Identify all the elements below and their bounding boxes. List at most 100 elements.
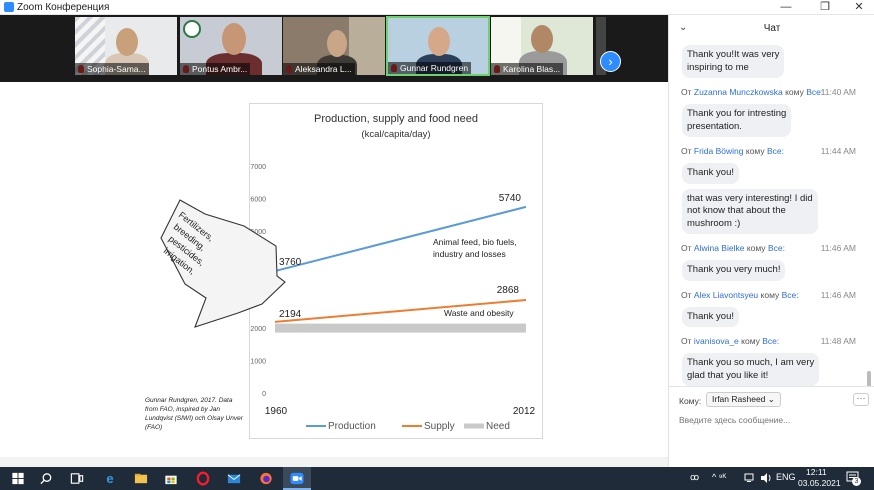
from-prefix: От — [681, 336, 692, 346]
participant-name: Karolina Blas... — [491, 63, 564, 75]
message-bubble: Thank you so much, I am very glad that yo… — [682, 353, 820, 386]
y-tick-label: 6000 — [250, 196, 266, 203]
message-text-line: presentation. — [687, 120, 742, 132]
from-prefix: От — [681, 243, 692, 253]
share-bottom-band — [0, 457, 668, 467]
message-bubble: that was very interesting! I did not know… — [682, 188, 818, 234]
recipient-name[interactable]: Все: — [767, 243, 785, 253]
message-time: 11:40 AM — [820, 87, 856, 97]
title-bar: Zoom Конференция — ❐ ✕ — [0, 0, 874, 15]
chat-compose: Кому: Irfan Rasheed ⌄ ··· — [669, 386, 874, 467]
windows-start-icon[interactable] — [10, 471, 26, 486]
legend-label: Production — [328, 421, 376, 432]
people-icon[interactable]: ꝏ — [690, 472, 700, 482]
participant-tile-active-speaker[interactable]: Gunnar Rundgren — [386, 16, 490, 76]
chat-panel: ⌄ Чат Thank you!It was very inspiring to … — [668, 15, 874, 467]
message-bubble: Thank you for intresting presentation. — [682, 104, 792, 137]
x-tick-label: 1960 — [265, 406, 288, 417]
tray-indicators[interactable]: ^ ⁹ᴷ — [712, 472, 727, 482]
x-tick-label: 2012 — [513, 406, 536, 417]
message-meta: От ivanisova_e кому Все: — [681, 336, 779, 346]
message-bubble: Thank you! — [682, 306, 739, 327]
participant-tile[interactable]: Pontus Ambr... — [180, 17, 282, 75]
message-time: 11:44 AM — [820, 146, 856, 156]
sender-name[interactable]: Zuzanna Munczkowska — [693, 87, 783, 97]
participant-name: Sophia-Sama... — [75, 63, 149, 75]
sender-name[interactable]: Alwina Bielke — [693, 243, 745, 253]
message-time: 11:46 AM — [820, 243, 856, 253]
mail-icon[interactable] — [226, 471, 242, 486]
chevron-down-icon[interactable]: ⌄ — [679, 22, 688, 33]
message-meta: От Zuzanna Munczkowska кому Все: — [681, 87, 823, 97]
recipient-name[interactable]: Все: — [806, 87, 824, 97]
zoom-icon[interactable] — [289, 471, 305, 486]
notification-count: 3 — [852, 477, 861, 486]
participant-tile[interactable]: Aleksandra L... — [283, 17, 385, 75]
hand-drawn-arrow — [160, 199, 286, 328]
sender-name[interactable]: ivanisova_e — [693, 336, 739, 346]
opera-icon[interactable] — [195, 471, 211, 486]
person-head — [531, 25, 553, 53]
to-prefix: кому — [741, 336, 760, 346]
chat-scrollbar[interactable] — [867, 371, 871, 387]
chevron-right-icon: › — [608, 54, 613, 69]
participant-tile[interactable]: Karolina Blas... — [491, 17, 593, 75]
y-tick-label: 0 — [262, 391, 266, 398]
data-label: 2868 — [497, 285, 520, 296]
legend-label: Need — [486, 421, 510, 432]
from-prefix: От — [681, 289, 692, 300]
recipient-select[interactable]: Irfan Rasheed ⌄ — [706, 392, 781, 407]
store-icon[interactable] — [163, 471, 179, 486]
participant-name: Aleksandra L... — [283, 63, 355, 75]
data-label: 5740 — [499, 193, 522, 204]
clock-time[interactable]: 12:11 — [806, 467, 827, 477]
participant-tile-partial — [596, 17, 606, 75]
message-text-line: that was very interesting! I did — [687, 192, 813, 204]
volume-icon[interactable] — [760, 472, 772, 484]
message-text-line: inspiring to me — [687, 61, 749, 73]
legend-label: Supply — [424, 421, 455, 432]
minimize-button[interactable]: — — [780, 1, 792, 13]
recipient-name[interactable]: Все: — [781, 289, 799, 300]
chart-subtitle: (kcal/capita/day) — [361, 129, 430, 140]
maximize-button[interactable]: ❐ — [820, 1, 830, 13]
message-meta: От Frida Böwing кому Все: — [681, 146, 784, 156]
to-prefix: кому — [760, 289, 780, 300]
person-head — [428, 27, 450, 56]
participant-tile[interactable]: Sophia-Sama... — [75, 17, 177, 75]
recipient-name[interactable]: Все: — [762, 336, 780, 346]
message-bubble: Thank you!It was very inspiring to me — [682, 45, 785, 78]
search-icon[interactable] — [38, 471, 54, 486]
close-button[interactable]: ✕ — [854, 1, 864, 13]
message-text-line: not know that about the — [687, 205, 786, 216]
slide-credit: Gunnar Rundgren, 2017. Data from FAO, in… — [145, 397, 243, 431]
message-text-line: Thank you!It was very — [687, 49, 780, 60]
notifications-button[interactable]: 3 — [846, 471, 861, 486]
edge-icon[interactable]: e — [102, 471, 118, 486]
language-indicator[interactable]: ENG — [776, 472, 796, 482]
recipient-name[interactable]: Все: — [766, 146, 784, 156]
sender-name[interactable]: Alex Liavontsyeu — [693, 289, 759, 300]
y-tick-label: 7000 — [250, 164, 266, 171]
sender-name[interactable]: Frida Böwing — [693, 146, 744, 156]
to-prefix: кому — [785, 87, 804, 97]
firefox-icon[interactable] — [258, 471, 274, 486]
network-icon[interactable] — [744, 472, 756, 484]
message-input[interactable] — [679, 413, 859, 427]
clock-date[interactable]: 03.05.2021 — [798, 478, 841, 488]
more-options-button[interactable]: ··· — [853, 393, 869, 406]
participant-name: Pontus Ambr... — [180, 63, 251, 75]
message-text-line: mushroom :) — [687, 217, 741, 229]
chart-frame — [249, 103, 543, 439]
from-prefix: От — [681, 146, 692, 156]
file-explorer-icon[interactable] — [133, 471, 149, 486]
message-text-line: Thank you very much! — [687, 264, 781, 275]
chat-header: ⌄ Чат — [669, 15, 874, 43]
next-participants-button[interactable]: › — [600, 51, 621, 72]
logo-badge — [183, 20, 201, 38]
chart-annotation: industry and losses — [433, 249, 506, 259]
chat-title: Чат — [763, 23, 781, 34]
task-view-icon[interactable] — [69, 471, 85, 486]
participant-video-strip: Sophia-Sama... Pontus Ambr... Aleksandra… — [0, 15, 668, 82]
window-title: Zoom Конференция — [17, 2, 110, 13]
